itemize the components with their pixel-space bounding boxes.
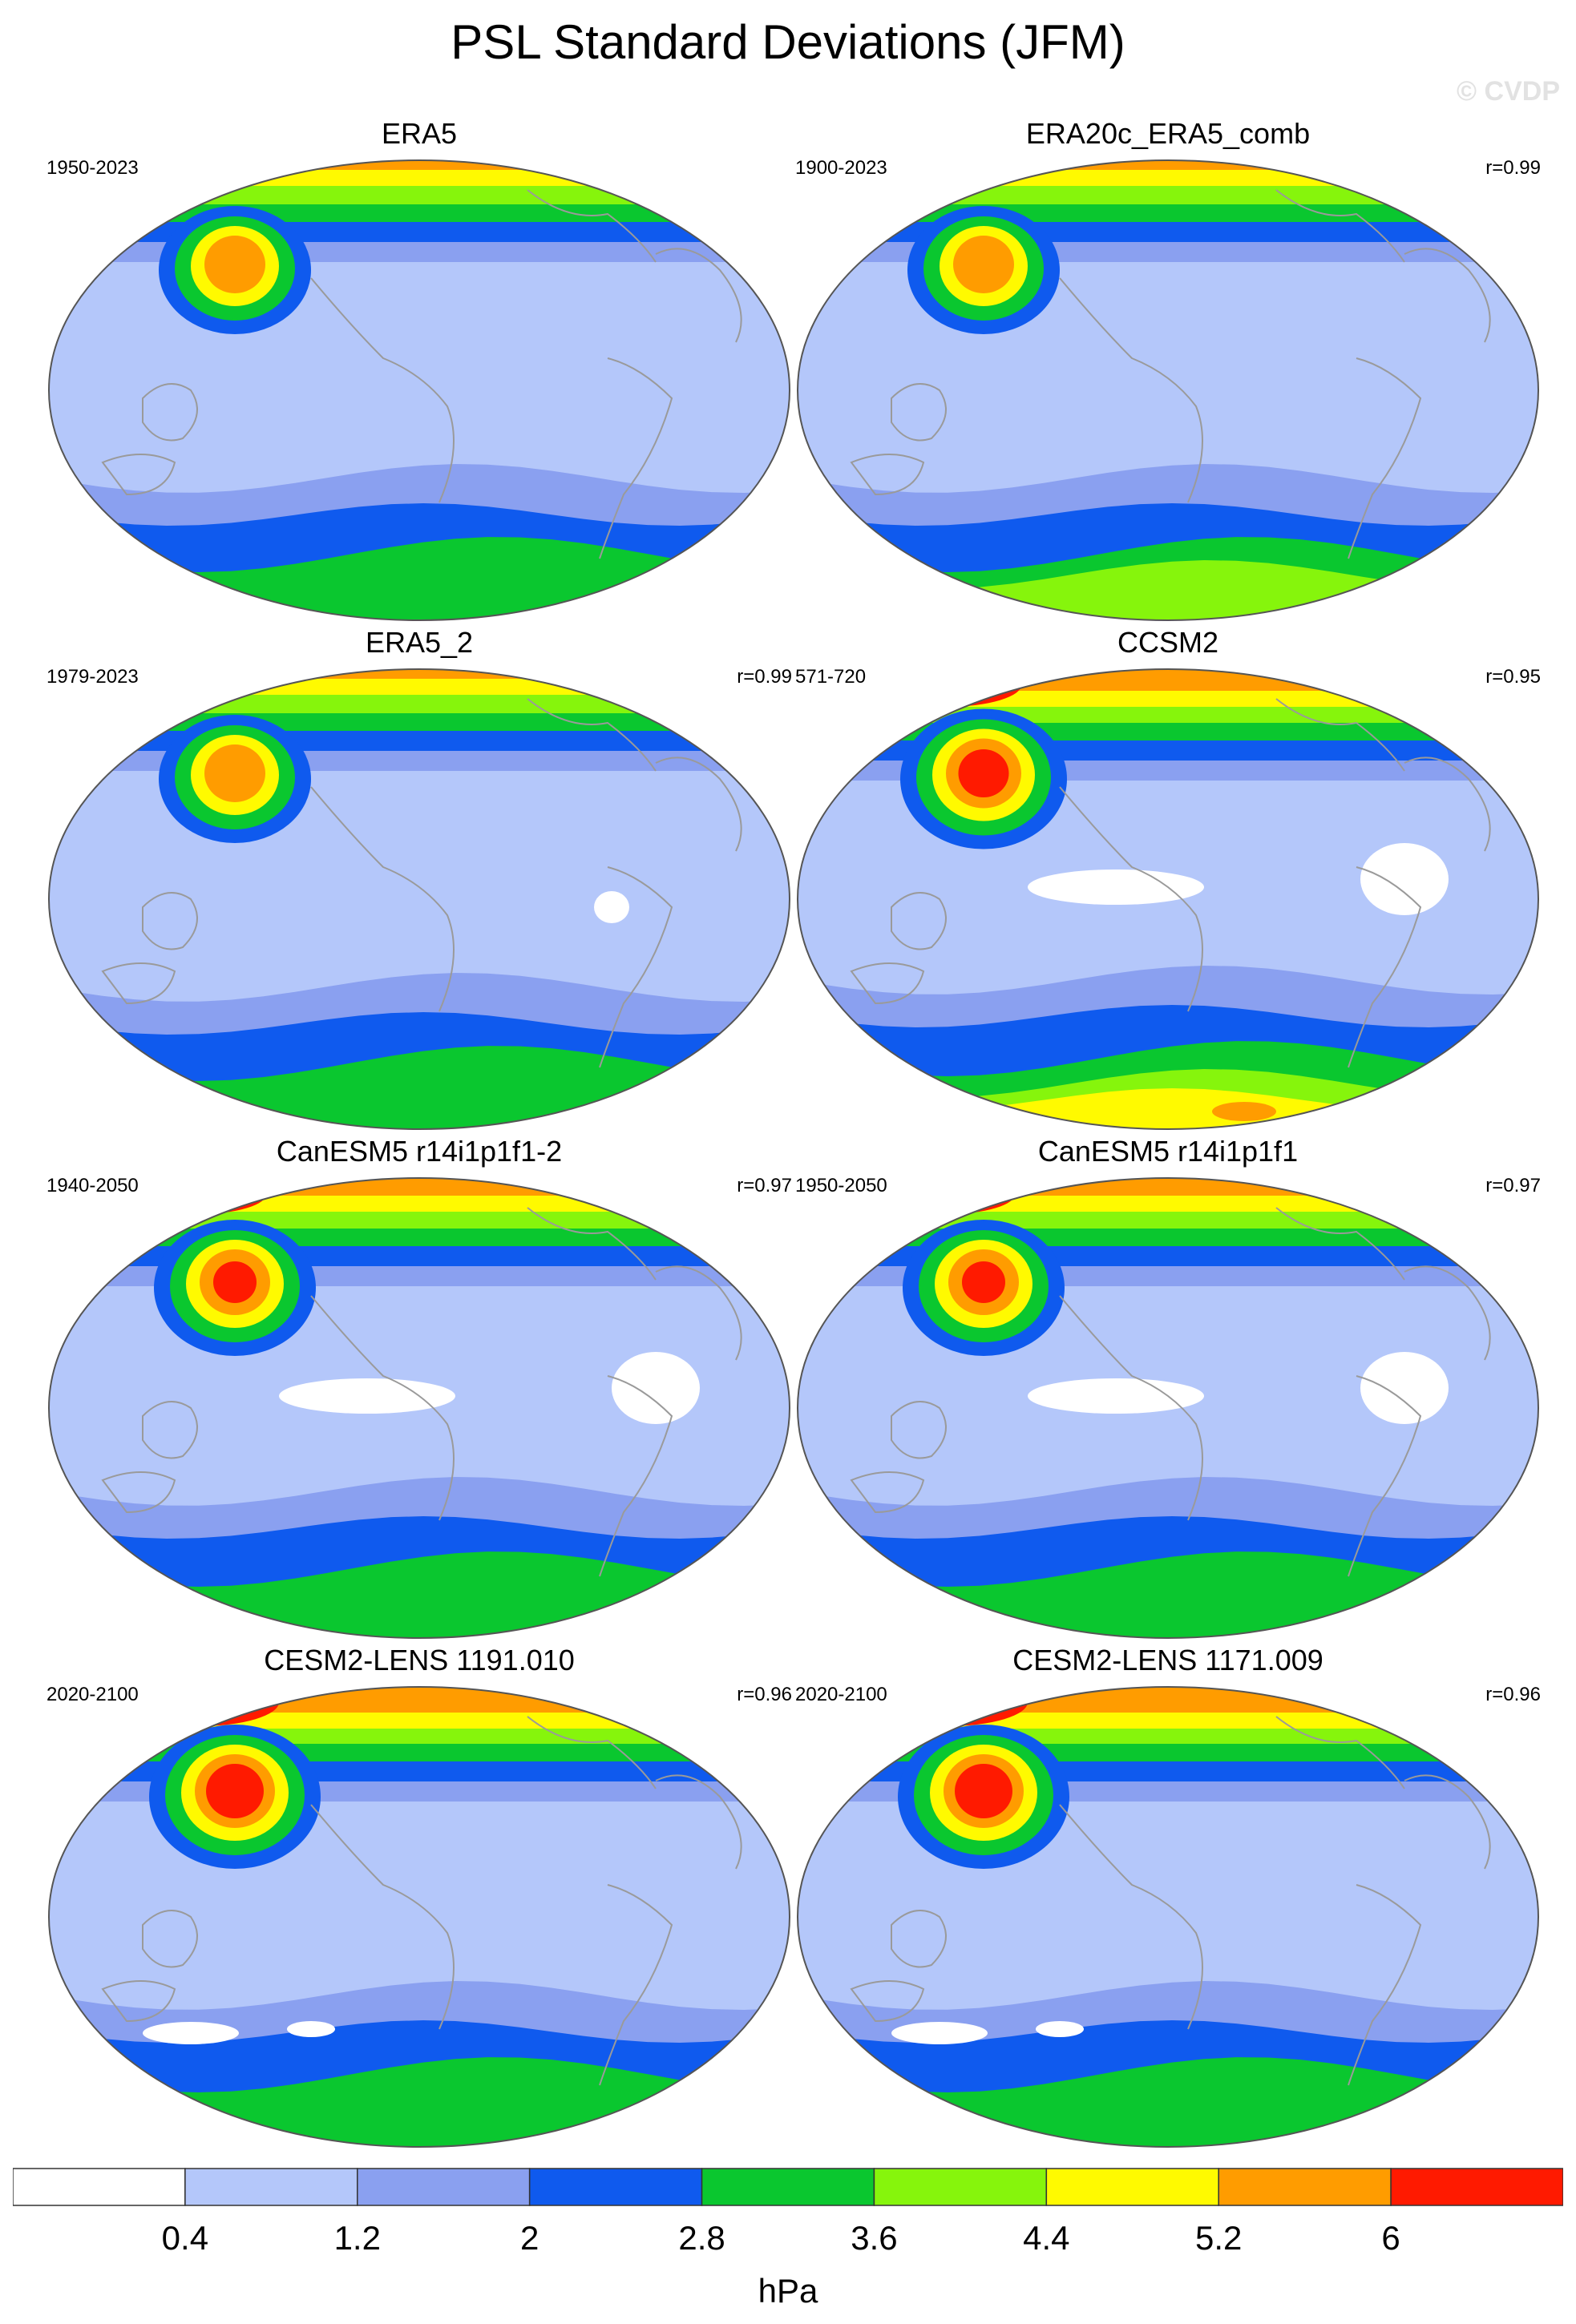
map-panel: CESM2-LENS 1191.010 2020-2100 r=0.96	[46, 1643, 792, 2148]
panel-period: 1900-2023	[795, 157, 887, 179]
panel-title: CanESM5 r14i1p1f1-2	[276, 1135, 563, 1168]
colorbar-segment	[528, 2168, 703, 2206]
panel-correlation: r=0.96	[737, 1684, 792, 1705]
watermark: © CVDP	[1457, 76, 1560, 107]
colorbar-segment	[13, 2168, 186, 2206]
panel-title: CESM2-LENS 1191.010	[264, 1644, 575, 1676]
panel-period: 1950-2023	[46, 157, 139, 179]
global-map-icon	[797, 1177, 1539, 1639]
panel-correlation: r=0.96	[1485, 1684, 1541, 1705]
panel-period: 1950-2050	[795, 1175, 887, 1196]
global-map-icon	[48, 159, 790, 621]
colorbar-tick-label: 2.8	[678, 2219, 725, 2257]
figure-title: PSL Standard Deviations (JFM)	[451, 15, 1125, 69]
map-panel: ERA20c_ERA5_comb 1900-2023 r=0.99	[795, 116, 1541, 621]
panel-title: ERA20c_ERA5_comb	[1025, 117, 1311, 150]
colorbar-units: hPa	[758, 2272, 818, 2310]
panel-title: ERA5	[381, 117, 458, 150]
colorbar	[13, 2168, 1563, 2206]
panel-period: 571-720	[795, 666, 867, 688]
colorbar-segment	[184, 2168, 358, 2206]
panel-correlation: r=0.99	[1485, 157, 1541, 179]
panel-title: ERA5_2	[365, 626, 474, 659]
panel-correlation: r=0.97	[1485, 1175, 1541, 1196]
panel-correlation: r=0.95	[1485, 666, 1541, 688]
colorbar-tick-label: 6	[1381, 2219, 1400, 2257]
colorbar-segment	[357, 2168, 531, 2206]
map-panel: CCSM2 571-720 r=0.95	[795, 625, 1541, 1130]
colorbar-segment	[1218, 2168, 1392, 2206]
map-panel: ERA5_2 1979-2023 r=0.99	[46, 625, 792, 1130]
panel-title: CanESM5 r14i1p1f1	[1037, 1135, 1299, 1168]
global-map-icon	[797, 159, 1539, 621]
colorbar-segment	[701, 2168, 875, 2206]
map-panel: ERA5 1950-2023	[46, 116, 792, 621]
map-panel: CanESM5 r14i1p1f1 1950-2050 r=0.97	[795, 1134, 1541, 1639]
global-map-icon	[48, 1177, 790, 1639]
map-panel: CanESM5 r14i1p1f1-2 1940-2050 r=0.97	[46, 1134, 792, 1639]
colorbar-tick-label: 3.6	[851, 2219, 898, 2257]
global-map-icon	[48, 1686, 790, 2148]
panel-title: CCSM2	[1117, 626, 1219, 659]
colorbar-tick-label: 2	[519, 2219, 539, 2257]
colorbar-tick-label: 4.4	[1023, 2219, 1070, 2257]
panel-title: CESM2-LENS 1171.009	[1012, 1644, 1323, 1676]
colorbar-tick-label: 0.4	[161, 2219, 209, 2257]
colorbar-segment	[1045, 2168, 1219, 2206]
colorbar-segment	[1390, 2168, 1563, 2206]
panel-correlation: r=0.97	[737, 1175, 792, 1196]
global-map-icon	[797, 668, 1539, 1130]
panel-correlation: r=0.99	[737, 666, 792, 688]
panel-period: 1979-2023	[46, 666, 139, 688]
global-map-icon	[48, 668, 790, 1130]
panel-period: 2020-2100	[46, 1684, 139, 1705]
global-map-icon	[797, 1686, 1539, 2148]
panel-period: 1940-2050	[46, 1175, 139, 1196]
colorbar-tick-label: 5.2	[1195, 2219, 1243, 2257]
panel-period: 2020-2100	[795, 1684, 887, 1705]
map-panel: CESM2-LENS 1171.009 2020-2100 r=0.96	[795, 1643, 1541, 2148]
colorbar-tick-label: 1.2	[333, 2219, 381, 2257]
colorbar-segment	[873, 2168, 1048, 2206]
